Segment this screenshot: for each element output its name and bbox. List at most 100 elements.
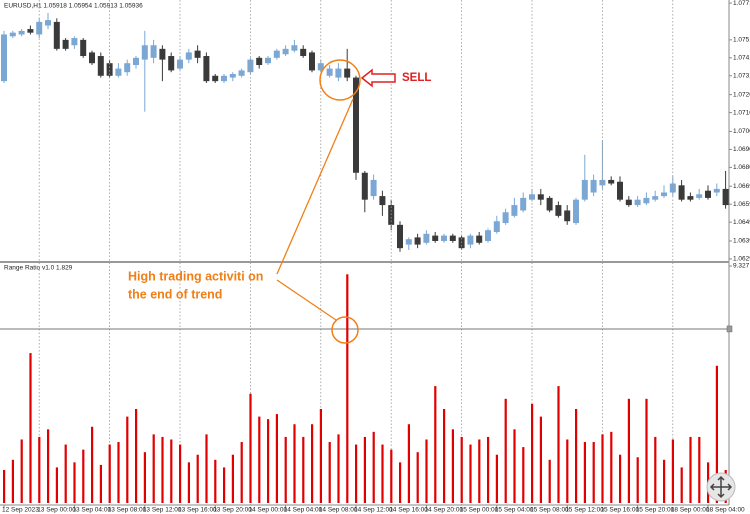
y-tick-label: 1.06695	[733, 183, 750, 190]
bar	[20, 439, 23, 503]
candle-body	[643, 197, 650, 204]
bar	[91, 426, 94, 503]
bar	[275, 414, 278, 503]
bar	[575, 408, 578, 503]
bar	[372, 431, 375, 503]
bar	[680, 467, 683, 503]
bar	[161, 436, 164, 503]
bar	[179, 444, 182, 503]
candle-body	[546, 197, 553, 211]
y-tick-label: 1.07000	[733, 128, 750, 135]
x-tick-label: 14 Sep 20:00	[424, 507, 463, 514]
candle-body	[247, 59, 254, 73]
bar	[663, 459, 666, 503]
bar	[55, 467, 58, 503]
candle-body	[353, 77, 359, 173]
sell-label: SELL	[402, 72, 431, 84]
annotation: the end of trend	[128, 287, 222, 301]
bar	[337, 434, 340, 503]
candle-body	[335, 68, 342, 78]
x-tick-label: 15 Sep 20:00	[636, 507, 675, 514]
candle-body	[185, 52, 192, 60]
candle-body	[124, 63, 131, 73]
bar	[249, 393, 252, 503]
bar	[293, 424, 296, 503]
candle-body	[696, 194, 703, 198]
bar	[135, 408, 138, 503]
candle-body	[432, 235, 439, 241]
candle-body	[423, 233, 430, 243]
sell-arrow	[360, 68, 396, 88]
bar	[425, 439, 428, 503]
x-tick-label: 14 Sep 08:00	[319, 507, 358, 514]
bar	[73, 462, 76, 503]
x-tick-label: 18 Sep 00:00	[671, 507, 710, 514]
level-marker	[726, 325, 733, 333]
pointer-line	[276, 98, 354, 275]
bar	[416, 452, 419, 503]
bar	[267, 419, 270, 503]
candle-body	[159, 48, 166, 60]
x-tick-label: 13 Sep 16:00	[178, 507, 217, 514]
bar	[152, 434, 155, 503]
candle-body	[194, 50, 201, 58]
bar	[522, 447, 525, 503]
bar	[284, 436, 287, 503]
candle-body	[9, 32, 16, 37]
candle-body	[511, 205, 518, 216]
candle-body	[669, 183, 676, 193]
candle-body	[555, 205, 562, 216]
bar	[187, 462, 190, 503]
bar	[469, 444, 472, 503]
bar	[566, 439, 569, 503]
y-tick-label: 1.06900	[733, 146, 750, 153]
candle-body	[590, 179, 597, 193]
bar	[108, 444, 111, 503]
bar	[258, 416, 261, 503]
candle-body	[379, 196, 386, 206]
candle-body	[713, 188, 720, 193]
bar	[3, 469, 6, 503]
candle-body	[502, 212, 509, 224]
bar	[302, 436, 305, 503]
bar	[99, 464, 102, 503]
candle-body	[168, 56, 175, 71]
bar	[399, 462, 402, 503]
bar	[11, 459, 14, 503]
y-tick-label: 1.06390	[733, 238, 750, 245]
bar	[478, 439, 481, 503]
bar	[557, 386, 560, 503]
candle-body	[300, 48, 307, 57]
bar	[671, 439, 674, 503]
bar	[636, 457, 639, 503]
bar	[698, 436, 701, 503]
candle-body	[661, 192, 667, 197]
candle-body	[97, 56, 104, 76]
x-tick-label: 13 Sep 00:00	[37, 507, 76, 514]
y-tick-label: 1.07715	[733, 0, 750, 7]
candle-body	[238, 70, 245, 76]
candle-body	[625, 199, 632, 206]
x-tick-label: 15 Sep 00:00	[460, 507, 499, 514]
x-tick-label: 15 Sep 08:00	[530, 507, 569, 514]
bar	[126, 416, 129, 503]
x-tick-label: 15 Sep 16:00	[600, 507, 639, 514]
bar	[223, 467, 226, 503]
candle-body	[282, 48, 289, 55]
x-tick-label: 13 Sep 04:00	[72, 507, 111, 514]
candle-body	[467, 235, 474, 245]
candle-body	[1, 34, 7, 82]
candle-body	[414, 237, 421, 245]
x-tick-label: 14 Sep 04:00	[284, 507, 323, 514]
candle-body	[62, 39, 69, 49]
x-tick-label: 13 Sep 12:00	[143, 507, 182, 514]
bar	[381, 444, 384, 503]
candle-body	[212, 75, 219, 82]
zoom-icon[interactable]	[706, 472, 736, 502]
bar	[196, 454, 199, 503]
bar	[610, 431, 613, 503]
bar	[513, 429, 516, 503]
x-tick-label: 14 Sep 00:00	[248, 507, 287, 514]
candle-body	[449, 235, 456, 241]
